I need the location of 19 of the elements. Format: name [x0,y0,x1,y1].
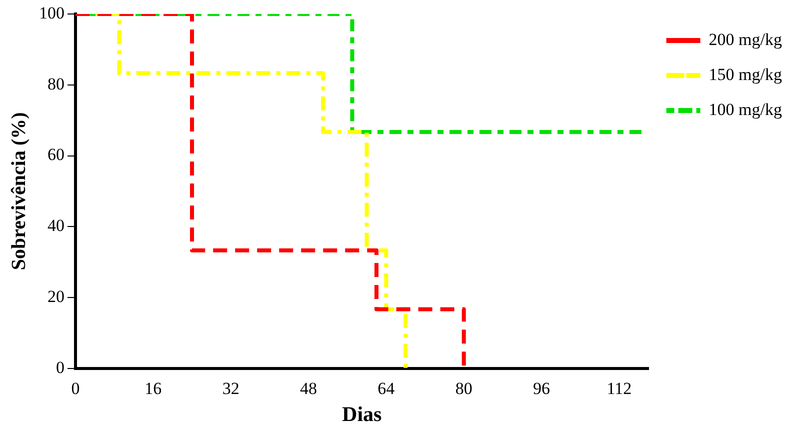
x-axis-title: Dias [342,402,382,426]
y-tick-label: 100 [39,3,64,22]
legend-label: 200 mg/kg [708,30,782,49]
x-tick-label: 64 [378,379,396,398]
x-tick-label: 80 [455,379,472,398]
x-tick-label: 48 [300,379,318,398]
x-tick-label: 96 [533,379,550,398]
x-tick-label: 0 [71,379,80,398]
x-tick-label: 32 [222,379,240,398]
x-tick-label: 112 [606,379,632,398]
x-tick-label: 16 [144,379,162,398]
y-tick-label: 0 [56,358,64,377]
y-tick-label: 40 [48,216,64,236]
y-tick-label: 60 [48,145,64,164]
y-axis-title: Sobrevivência (%) [8,112,30,270]
y-tick-label: 80 [48,74,64,94]
y-tick-label: 20 [48,286,64,306]
legend-label: 100 mg/kg [708,100,782,119]
legend-label: 150 mg/kg [708,64,782,84]
